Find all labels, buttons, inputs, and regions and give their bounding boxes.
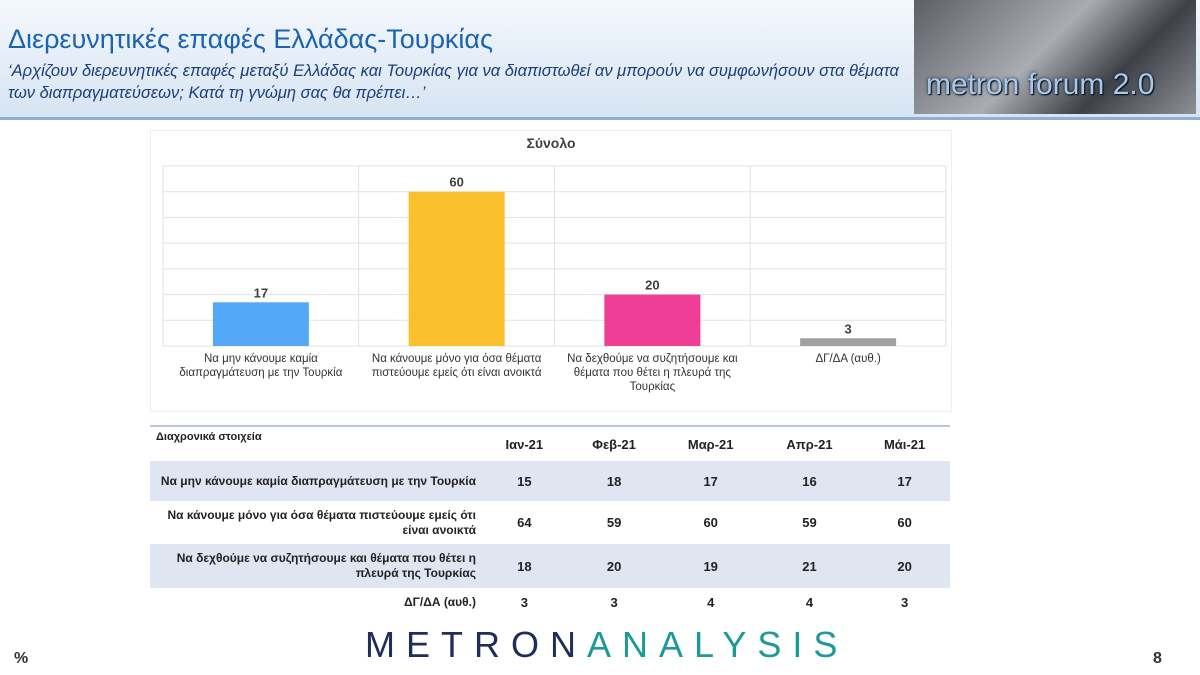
cell: 59 bbox=[606, 515, 622, 530]
cell: 60 bbox=[897, 515, 912, 530]
logo-text: metron forum 2.0 bbox=[926, 68, 1155, 101]
data-table: Διαχρονικά στοιχεία Ιαν-21 Φεβ-21 Μαρ-21 Απρ… bbox=[150, 425, 950, 616]
chart-panel: Σύνολο 17 60 20 3 Να μην κάνουμε καμία διαπ… bbox=[150, 130, 952, 412]
cell: 18 bbox=[517, 558, 532, 574]
cell: 20 bbox=[897, 558, 912, 574]
brand-text: ANALYSIS bbox=[587, 624, 849, 665]
chart-title: Σύνολο bbox=[526, 135, 575, 151]
value-label: 3 bbox=[845, 321, 852, 336]
category-label: Να μην κάνουμε καμία διαπραγμάτευση με τ… bbox=[179, 353, 343, 379]
bar bbox=[212, 302, 309, 346]
brand-logo: METRONANALYSIS bbox=[365, 624, 848, 666]
logo-image: metron forum 2.0 bbox=[914, 0, 1196, 114]
header: Διερευνητικές επαφές Ελλάδας-Τουρκίας ‘Α… bbox=[0, 0, 1200, 120]
value-label: 60 bbox=[449, 175, 463, 190]
cell: 18 bbox=[606, 473, 622, 489]
cell: 64 bbox=[517, 515, 532, 530]
value-label: 17 bbox=[254, 285, 268, 300]
cell: 60 bbox=[703, 515, 718, 530]
page-number: 8 bbox=[1153, 650, 1162, 667]
bar bbox=[800, 338, 897, 346]
table-row: ΔΓ/ΔΑ (αυθ.) 3 3 4 4 3 bbox=[150, 588, 950, 616]
category-label: ΔΓ/ΔΑ (αυθ.) bbox=[815, 353, 881, 365]
category-label: Να κάνουμε μόνο για όσα θέματα πιστεύουμ… bbox=[371, 353, 542, 379]
column-header: Μάι-21 bbox=[883, 436, 926, 452]
row-label: Να δεχθούμε να συζητήσουμε και θέματα πο… bbox=[176, 551, 476, 580]
brand-text: METRON bbox=[365, 624, 587, 665]
cell: 17 bbox=[703, 473, 718, 489]
chart: Σύνολο 17 60 20 3 bbox=[162, 135, 947, 347]
value-label: 20 bbox=[645, 278, 659, 293]
column-header: Μαρ-21 bbox=[687, 436, 734, 452]
column-header: Ιαν-21 bbox=[505, 436, 544, 452]
cell: 59 bbox=[802, 515, 817, 530]
row-label: Να κάνουμε μόνο για όσα θέματα πιστεύουμ… bbox=[167, 507, 476, 537]
cell: 3 bbox=[520, 594, 528, 610]
column-header: Απρ-21 bbox=[786, 436, 833, 452]
table-row: Να δεχθούμε να συζητήσουμε και θέματα πο… bbox=[150, 544, 950, 588]
cell: 3 bbox=[610, 594, 618, 610]
unit-label: % bbox=[14, 650, 29, 667]
cell: 3 bbox=[900, 594, 909, 610]
cell: 15 bbox=[517, 473, 532, 489]
cell: 19 bbox=[703, 558, 718, 574]
bar bbox=[408, 191, 505, 346]
cell: 4 bbox=[805, 594, 814, 610]
cell: 4 bbox=[707, 594, 715, 610]
cell: 21 bbox=[802, 558, 817, 574]
category-label: Να δεχθούμε να συζητήσουμε και θέματα πο… bbox=[567, 353, 738, 393]
row-label: ΔΓ/ΔΑ (αυθ.) bbox=[404, 594, 476, 609]
row-label: Να μην κάνουμε καμία διαπραγμάτευση με τ… bbox=[160, 473, 476, 488]
bar bbox=[604, 294, 701, 346]
slide-subtitle: ‘Αρχίζουν διερευνητικές επαφές μεταξύ Ελ… bbox=[8, 62, 899, 102]
table-caption: Διαχρονικά στοιχεία bbox=[156, 431, 262, 443]
cell: 17 bbox=[897, 473, 912, 489]
table-row: Να μην κάνουμε καμία διαπραγμάτευση με τ… bbox=[150, 461, 950, 501]
column-header: Φεβ-21 bbox=[592, 436, 636, 452]
cell: 16 bbox=[802, 473, 817, 489]
table-header-row: Διαχρονικά στοιχεία Ιαν-21 Φεβ-21 Μαρ-21 Απρ… bbox=[150, 426, 950, 461]
slide-title: Διερευνητικές επαφές Ελλάδας-Τουρκίας bbox=[8, 24, 494, 54]
table-row: Να κάνουμε μόνο για όσα θέματα πιστεύουμ… bbox=[150, 501, 950, 544]
cell: 20 bbox=[606, 558, 622, 574]
